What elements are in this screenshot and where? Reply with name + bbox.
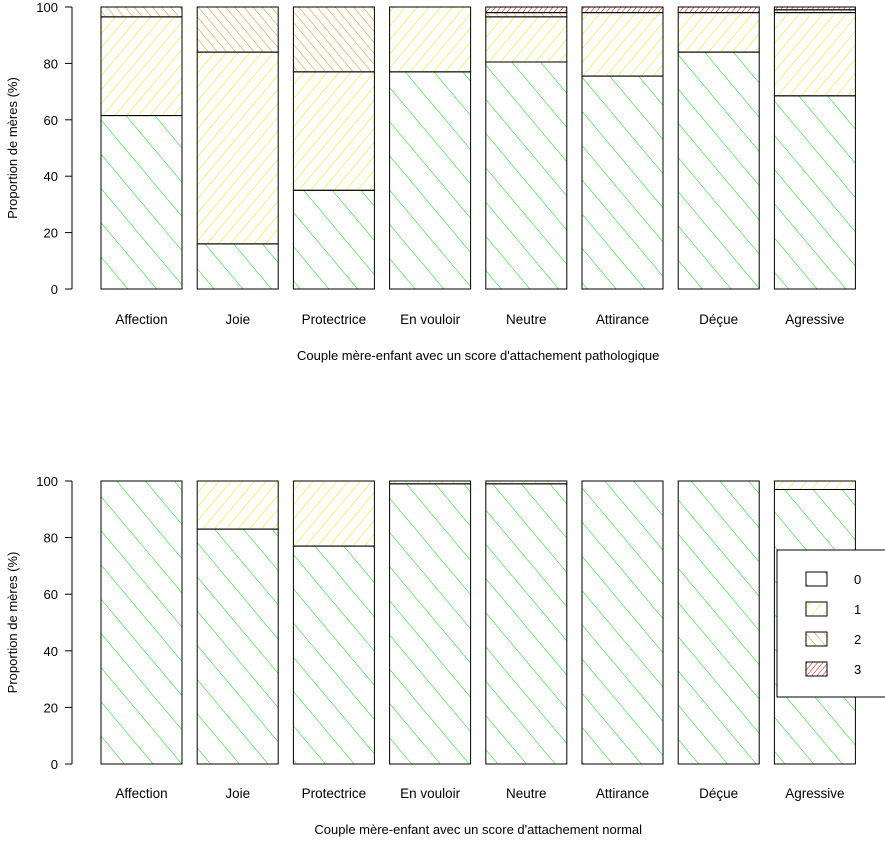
bar-segment-level-1: [581, 12, 664, 77]
x-axis-title: Couple mère-enfant avec un score d'attac…: [297, 348, 659, 363]
bar-segment-level-0: [196, 528, 279, 765]
bar-stack: [677, 480, 760, 765]
bar-segment-level-0: [485, 61, 568, 290]
x-category-label: Attirance: [596, 312, 649, 327]
bar-segment-level-0: [292, 545, 375, 765]
bar-segment-level-0: [100, 115, 183, 290]
bar-segment-level-2: [196, 6, 279, 53]
bar-stack: [292, 6, 375, 290]
legend-label-0: 0: [854, 572, 861, 587]
x-category-label: Protectrice: [302, 312, 367, 327]
y-tick-label: 100: [36, 474, 58, 489]
bar-segment-level-0: [389, 483, 472, 765]
bar-stack: [196, 6, 279, 290]
x-category-label: Agressive: [785, 312, 844, 327]
legend-swatch-2: [805, 631, 828, 647]
bar-segment-level-0: [581, 75, 664, 290]
bar-segment-level-0: [100, 480, 183, 765]
bar-stack: [581, 6, 664, 290]
bar-stack: [485, 6, 568, 290]
legend-label-2: 2: [854, 632, 861, 647]
bar-segment-level-3: [581, 6, 664, 14]
x-category-label: Attirance: [596, 786, 649, 801]
bar-stack: [196, 480, 279, 765]
x-category-label: En vouloir: [400, 312, 461, 327]
x-category-label: Joie: [225, 786, 250, 801]
bar-segment-level-0: [292, 189, 375, 290]
bar-stack: [581, 480, 664, 765]
x-category-label: Affection: [115, 786, 167, 801]
bar-segment-level-3: [485, 6, 568, 14]
bar-segment-level-0: [485, 483, 568, 765]
y-tick-label: 40: [44, 644, 58, 659]
x-axis-title: Couple mère-enfant avec un score d'attac…: [314, 822, 642, 837]
bar-stack: [100, 6, 183, 290]
bar-segment-level-1: [773, 480, 856, 490]
legend-box: [776, 549, 885, 698]
y-tick-label: 100: [36, 0, 58, 15]
y-tick-label: 40: [44, 169, 58, 184]
bar-segment-level-0: [389, 71, 472, 290]
legend: 0 1 2 3: [776, 549, 885, 698]
bar-stack: [292, 480, 375, 765]
bar-segment-level-1: [389, 480, 472, 485]
bar-stack: [485, 480, 568, 765]
y-axis-title: Proportion de mères (%): [5, 552, 20, 694]
bar-segment-level-1: [485, 480, 568, 485]
x-category-label: En vouloir: [400, 786, 461, 801]
bar-stack: [389, 6, 472, 290]
bar-stack: [773, 6, 856, 290]
y-tick-label: 0: [51, 757, 58, 772]
bar-segment-level-1: [292, 480, 375, 547]
y-tick-label: 0: [51, 282, 58, 297]
x-category-label: Neutre: [506, 312, 547, 327]
legend-label-1: 1: [854, 602, 861, 617]
bar-stack: [100, 480, 183, 765]
x-category-label: Déçue: [699, 786, 738, 801]
x-category-label: Neutre: [506, 786, 547, 801]
chart-panel-pathological: 0 20 40 60 80 100 Proportion de mères (%) Affec…: [5, 0, 856, 363]
bar-segment-level-0: [677, 480, 760, 765]
bar-stack: [677, 6, 760, 290]
bar-segment-level-0: [196, 243, 279, 290]
y-tick-label: 80: [44, 56, 58, 71]
x-category-label: Agressive: [785, 786, 844, 801]
x-category-label: Déçue: [699, 312, 738, 327]
bar-segment-level-1: [292, 71, 375, 191]
bar-segment-level-2: [100, 6, 183, 18]
legend-swatch-1: [805, 601, 828, 617]
y-axis-title: Proportion de mères (%): [5, 77, 20, 219]
bar-segment-level-2: [292, 6, 375, 73]
bar-segment-level-2: [485, 12, 568, 18]
x-category-label: Joie: [225, 312, 250, 327]
bar-segment-level-1: [677, 12, 760, 53]
legend-swatch-3: [805, 661, 828, 677]
y-tick-label: 20: [44, 700, 58, 715]
legend-swatch-0: [805, 571, 828, 587]
bar-segment-level-1: [100, 16, 183, 117]
bar-segment-level-1: [389, 6, 472, 73]
y-tick-label: 20: [44, 226, 58, 241]
y-tick-label: 60: [44, 113, 58, 128]
bar-segment-level-1: [773, 12, 856, 97]
bar-segment-level-1: [485, 16, 568, 63]
bar-segment-level-0: [773, 95, 856, 290]
y-tick-label: 80: [44, 531, 58, 546]
bar-segment-level-0: [677, 51, 760, 290]
bar-segment-level-3: [677, 6, 760, 14]
y-tick-label: 60: [44, 587, 58, 602]
bar-stack: [389, 480, 472, 765]
bar-segment-level-1: [196, 480, 279, 530]
x-category-label: Affection: [115, 312, 167, 327]
bar-segment-level-1: [196, 51, 279, 245]
bar-segment-level-0: [581, 480, 664, 765]
legend-label-3: 3: [854, 662, 861, 677]
x-category-label: Protectrice: [302, 786, 367, 801]
chart-panel-normal: 0 20 40 60 80 100 Proportion de mères (%) Affec…: [5, 474, 856, 837]
bar-segment-level-3: [773, 6, 856, 11]
